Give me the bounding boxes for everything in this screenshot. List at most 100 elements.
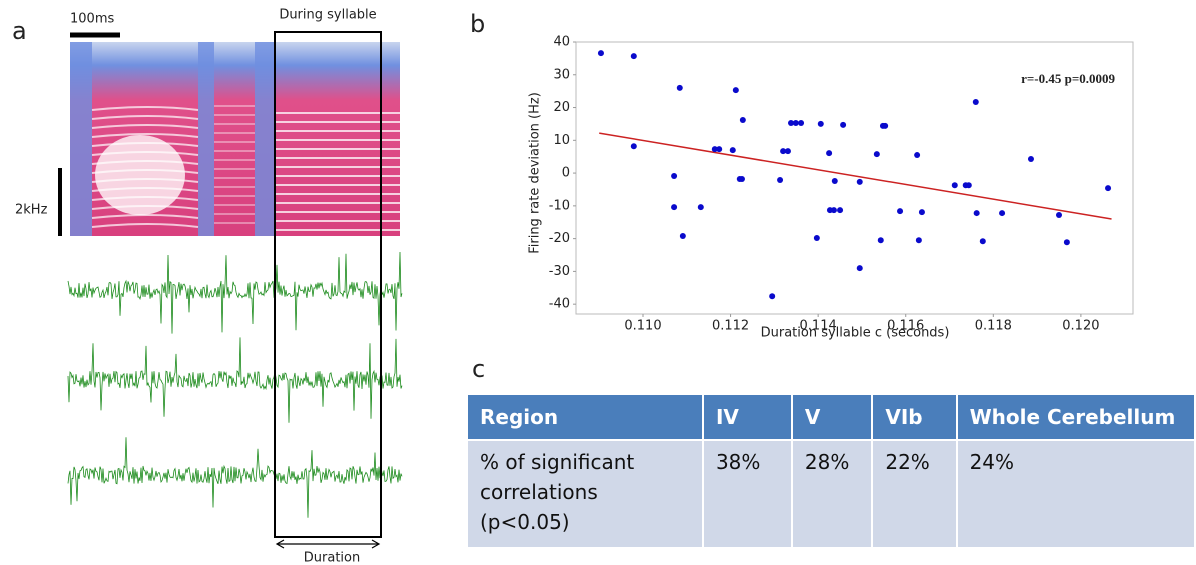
data-row: % of significant correlations (p<0.05) 3… bbox=[466, 439, 1196, 549]
harmonic-stripe bbox=[91, 214, 199, 219]
scatter-point bbox=[856, 265, 863, 272]
plot-frame bbox=[575, 41, 1134, 315]
scatter-point bbox=[914, 152, 921, 159]
y-axis-label: Firing rate deviation (Hz) bbox=[528, 92, 543, 254]
cell: 22% bbox=[871, 439, 958, 549]
x-tick-label: 0.114 bbox=[800, 319, 837, 334]
y-tick-label: 10 bbox=[553, 133, 570, 148]
y-tick-label: 40 bbox=[553, 35, 570, 50]
scatter-point bbox=[679, 233, 686, 240]
scatter-point bbox=[697, 204, 704, 211]
results-table: Region IV V VIb Whole Cerebellum % of si… bbox=[466, 393, 1196, 549]
scatter-point bbox=[739, 116, 746, 123]
harmonic-stripe bbox=[91, 133, 199, 138]
spike-traces bbox=[67, 251, 403, 518]
scatter-point bbox=[769, 293, 776, 300]
scatter-point bbox=[856, 178, 863, 185]
scatter-point bbox=[784, 148, 791, 155]
cell: 28% bbox=[790, 439, 874, 549]
x-tick-label: 0.112 bbox=[712, 319, 749, 334]
spectrogram bbox=[70, 42, 400, 236]
y-tick-label: -40 bbox=[549, 297, 570, 312]
scatter-point bbox=[877, 237, 884, 244]
scatter-point bbox=[671, 204, 678, 211]
y-tick-label: 30 bbox=[553, 67, 570, 82]
spectrogram-gap bbox=[198, 42, 214, 236]
scatter-point bbox=[999, 210, 1006, 217]
scatter-point bbox=[788, 119, 795, 126]
scatter-point bbox=[873, 151, 880, 158]
annotation: r=-0.45 p=0.0009 bbox=[1021, 71, 1115, 86]
scatter-point bbox=[1063, 239, 1070, 246]
scatter-point bbox=[597, 50, 604, 57]
scatter-point bbox=[711, 146, 718, 153]
harmonic-stripe bbox=[91, 142, 199, 147]
spike-trace bbox=[67, 437, 403, 518]
header-cell: V bbox=[790, 393, 874, 441]
spike-trace bbox=[67, 337, 403, 423]
harmonic-stripe bbox=[91, 160, 199, 165]
scatter-point bbox=[972, 98, 979, 105]
spectrogram-gap bbox=[255, 42, 275, 236]
panel-label: a bbox=[12, 17, 27, 45]
x-tick-label: 0.110 bbox=[624, 319, 661, 334]
x-tick-label: 0.116 bbox=[887, 319, 924, 334]
scatter-point bbox=[897, 208, 904, 215]
scatter-point bbox=[840, 121, 847, 128]
spectrogram-blob bbox=[95, 135, 185, 215]
scatter-point bbox=[676, 84, 683, 91]
header-cell: VIb bbox=[871, 393, 958, 441]
harmonic-stripe bbox=[91, 115, 199, 120]
harmonic-stripe bbox=[91, 178, 199, 183]
header-cell: Region bbox=[466, 393, 704, 441]
harmonic-stripe bbox=[91, 196, 199, 201]
scatter-point bbox=[729, 147, 736, 154]
panel-label: c bbox=[472, 355, 485, 383]
scatter-point bbox=[837, 207, 844, 214]
scatter-point bbox=[780, 148, 787, 155]
scatter-point bbox=[882, 122, 889, 129]
scatter-point bbox=[973, 210, 980, 217]
scatter-point bbox=[738, 175, 745, 182]
x-axis-label: Duration syllable c (seconds) bbox=[761, 326, 950, 341]
scatter-point bbox=[1055, 212, 1062, 219]
y-tick-label: -30 bbox=[549, 264, 570, 279]
scatter-point bbox=[813, 234, 820, 241]
time-scale-label: 100ms bbox=[70, 12, 114, 27]
harmonic-stripe bbox=[91, 106, 199, 111]
harmonic-stripe bbox=[91, 187, 199, 192]
scatter-point bbox=[732, 87, 739, 94]
cell: 38% bbox=[701, 439, 793, 549]
scatter-point bbox=[792, 119, 799, 126]
y-tick-label: -20 bbox=[549, 231, 570, 246]
y-tick-label: 20 bbox=[553, 100, 570, 115]
scatter-point bbox=[630, 53, 637, 60]
x-tick-label: 0.120 bbox=[1062, 319, 1099, 334]
scatter-point bbox=[831, 177, 838, 184]
y-tick-label: 0 bbox=[562, 166, 570, 181]
harmonic-stripe bbox=[91, 205, 199, 210]
header-cell: IV bbox=[701, 393, 793, 441]
cell: 24% bbox=[955, 439, 1196, 549]
panel-label: b bbox=[470, 10, 485, 38]
scatter-point bbox=[716, 146, 723, 153]
scatter-point bbox=[830, 207, 837, 214]
header-row: Region IV V VIb Whole Cerebellum bbox=[466, 393, 1196, 441]
y-tick-label: -10 bbox=[549, 198, 570, 213]
scatter-point bbox=[777, 176, 784, 183]
spike-trace bbox=[67, 251, 403, 334]
scatter-point bbox=[630, 143, 637, 150]
harmonic-stripe bbox=[91, 169, 199, 174]
arrow-heads bbox=[275, 539, 381, 549]
scatter-point bbox=[965, 182, 972, 189]
harmonic-stripe bbox=[91, 151, 199, 156]
spectrogram-gap bbox=[70, 42, 92, 236]
cell: % of significant correlations (p<0.05) bbox=[466, 439, 704, 549]
fit-line bbox=[599, 132, 1112, 220]
scatter-point bbox=[1027, 155, 1034, 162]
duration-label: Duration bbox=[304, 551, 360, 565]
freq-scale-label: 2kHz bbox=[15, 203, 48, 218]
harmonic-stripe bbox=[91, 124, 199, 129]
